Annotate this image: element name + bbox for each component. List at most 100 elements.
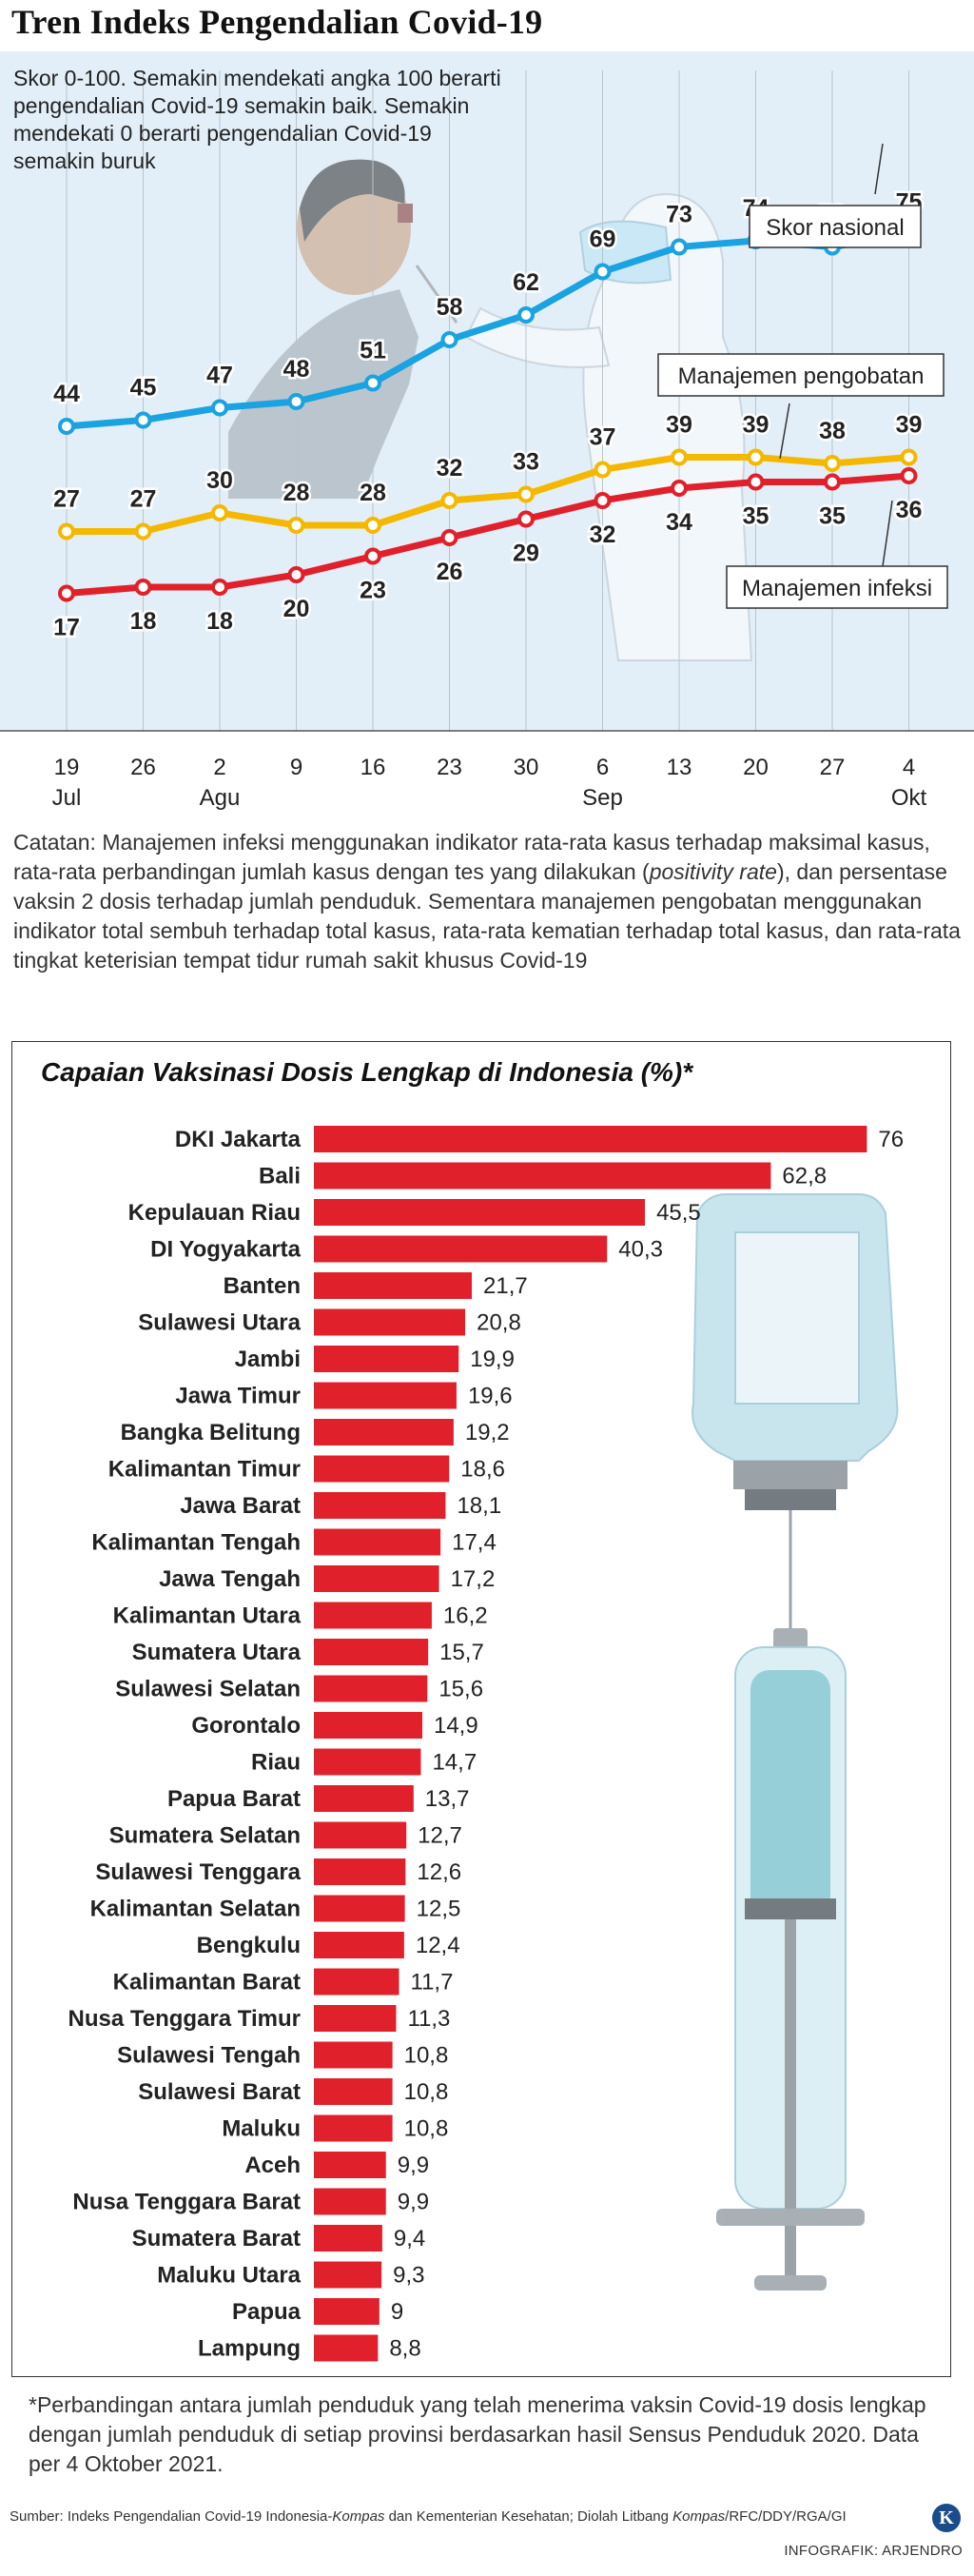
bar-value-label-22: 12,4 (416, 1933, 460, 1958)
source-middle: dan Kementerian Kesehatan; Diolah Litban… (384, 2508, 673, 2525)
footnote: *Perbandingan antara jumlah penduduk yan… (29, 2392, 926, 2476)
data-point-2-3 (287, 566, 305, 583)
data-point-0-7 (594, 263, 612, 281)
data-label-1-4: 28 (360, 480, 386, 506)
bar-value-label-9: 18,6 (460, 1457, 505, 1483)
bar-category-label-27: Maluku (222, 2116, 301, 2142)
line-chart-panel: 19 Jul 26 2 Agu 9 16 23 30 6 Sep 13 20 27 4 Okt 44 45 47 48… (0, 51, 974, 851)
bar-9 (314, 1455, 450, 1483)
bar-value-label-5: 20,8 (477, 1310, 521, 1336)
bar-category-label-15: Sulawesi Selatan (115, 1677, 301, 1702)
bar-category-label-7: Jawa Timur (175, 1384, 301, 1409)
bar-category-label-13: Kalimantan Utara (113, 1603, 302, 1629)
bar-category-label-4: Banten (224, 1273, 301, 1299)
data-label-2-2: 18 (206, 608, 233, 635)
vial-cap-shape (733, 1461, 847, 1489)
bar-value-label-8: 19,2 (465, 1420, 510, 1445)
data-label-1-6: 33 (513, 449, 539, 476)
bar-20 (314, 1858, 406, 1885)
bar-10 (314, 1492, 446, 1519)
data-point-1-8 (671, 448, 688, 466)
x-tick-month-2: Agu (200, 785, 241, 811)
syringe-liquid-shape (750, 1670, 830, 1917)
legend-box-2 (726, 565, 948, 609)
bar-value-label-1: 62,8 (782, 1164, 827, 1190)
x-tick-label-3: 9 (290, 755, 302, 780)
data-label-1-5: 32 (437, 455, 463, 482)
bar-0 (314, 1126, 867, 1152)
bar-category-label-1: Bali (259, 1164, 301, 1190)
bar-category-label-8: Bangka Belitung (121, 1420, 301, 1445)
bar-17 (314, 1748, 421, 1776)
bar-1 (314, 1162, 771, 1190)
x-tick-month-0: Jul (52, 785, 82, 811)
data-point-2-2 (211, 579, 228, 596)
bar-category-label-3: DI Yogyakarta (150, 1237, 302, 1263)
legend-leader-line-2 (882, 500, 893, 567)
bar-value-label-0: 76 (878, 1127, 904, 1152)
data-label-2-3: 20 (283, 596, 310, 622)
bar-value-label-17: 14,7 (432, 1750, 477, 1776)
bar-category-label-25: Sulawesi Tengah (117, 2043, 301, 2069)
data-point-1-11 (900, 448, 918, 466)
legend-box-0 (749, 205, 922, 248)
plunger-stopper-shape (745, 1898, 836, 1919)
data-label-0-6: 62 (513, 269, 539, 296)
data-point-2-0 (58, 584, 75, 602)
x-tick-label-2: 2 (213, 755, 225, 780)
bar-category-label-11: Kalimantan Tengah (91, 1530, 301, 1556)
vial-stopper-shape (745, 1489, 836, 1510)
data-point-1-0 (58, 522, 75, 541)
bar-category-label-19: Sumatera Selatan (109, 1823, 301, 1849)
data-label-2-4: 23 (360, 578, 386, 604)
bar-value-label-16: 14,9 (434, 1713, 478, 1739)
data-point-2-6 (517, 510, 535, 528)
bar-8 (314, 1419, 454, 1445)
x-tick-label-6: 30 (514, 755, 539, 780)
data-point-1-9 (747, 448, 765, 466)
bar-26 (314, 2078, 393, 2105)
bar-2 (314, 1199, 646, 1226)
data-point-2-5 (440, 529, 458, 546)
bar-24 (314, 2005, 397, 2032)
note-part-1: Catatan: Manajemen infeksi menggunakan i… (13, 830, 930, 884)
vial-label-shape (734, 1231, 860, 1405)
data-point-0-1 (134, 411, 152, 429)
data-point-0-5 (440, 331, 458, 348)
source-italic-1: Kompas (332, 2508, 385, 2525)
x-tick-label-5: 23 (437, 755, 462, 780)
data-label-2-5: 26 (437, 559, 463, 585)
bar-value-label-2: 45,5 (656, 1200, 701, 1226)
bar-6 (314, 1346, 459, 1372)
bar-3 (314, 1235, 608, 1263)
bar-category-label-28: Aceh (244, 2153, 301, 2178)
bar-value-label-14: 15,7 (439, 1640, 484, 1665)
bar-30 (314, 2225, 382, 2252)
plunger-thumb-shape (754, 2275, 827, 2291)
kompas-logo-icon: K (932, 2504, 961, 2532)
data-point-1-4 (364, 517, 381, 534)
bar-value-label-26: 10,8 (404, 2079, 449, 2105)
bar-23 (314, 1968, 399, 1996)
x-tick-label-8: 13 (667, 755, 692, 780)
bar-29 (314, 2188, 386, 2215)
page-title: Tren Indeks Pengendalian Covid-19 (11, 3, 543, 41)
x-tick-label-4: 16 (360, 755, 386, 780)
bar-category-label-26: Sulawesi Barat (138, 2079, 301, 2105)
legend-leader-line-0 (874, 143, 884, 195)
bar-category-label-16: Gorontalo (191, 1713, 301, 1739)
chart-intro-text: Skor 0-100. Semakin mendekati angka 100 … (13, 66, 501, 173)
infographic-credit: INFOGRAFIK: ARJENDRO (784, 2543, 963, 2559)
bar-31 (314, 2261, 382, 2289)
bar-12 (314, 1565, 439, 1592)
legend-label-2: Manajemen infeksi (742, 576, 932, 601)
data-point-2-10 (824, 473, 841, 491)
data-point-1-3 (287, 517, 305, 534)
data-point-0-4 (364, 374, 381, 392)
data-point-0-8 (671, 238, 688, 256)
data-label-2-9: 35 (743, 503, 769, 530)
bar-category-label-24: Nusa Tenggara Timur (68, 2006, 302, 2032)
bar-32 (314, 2298, 380, 2325)
data-point-1-1 (134, 522, 152, 541)
legend-label-0: Skor nasional (766, 215, 904, 241)
